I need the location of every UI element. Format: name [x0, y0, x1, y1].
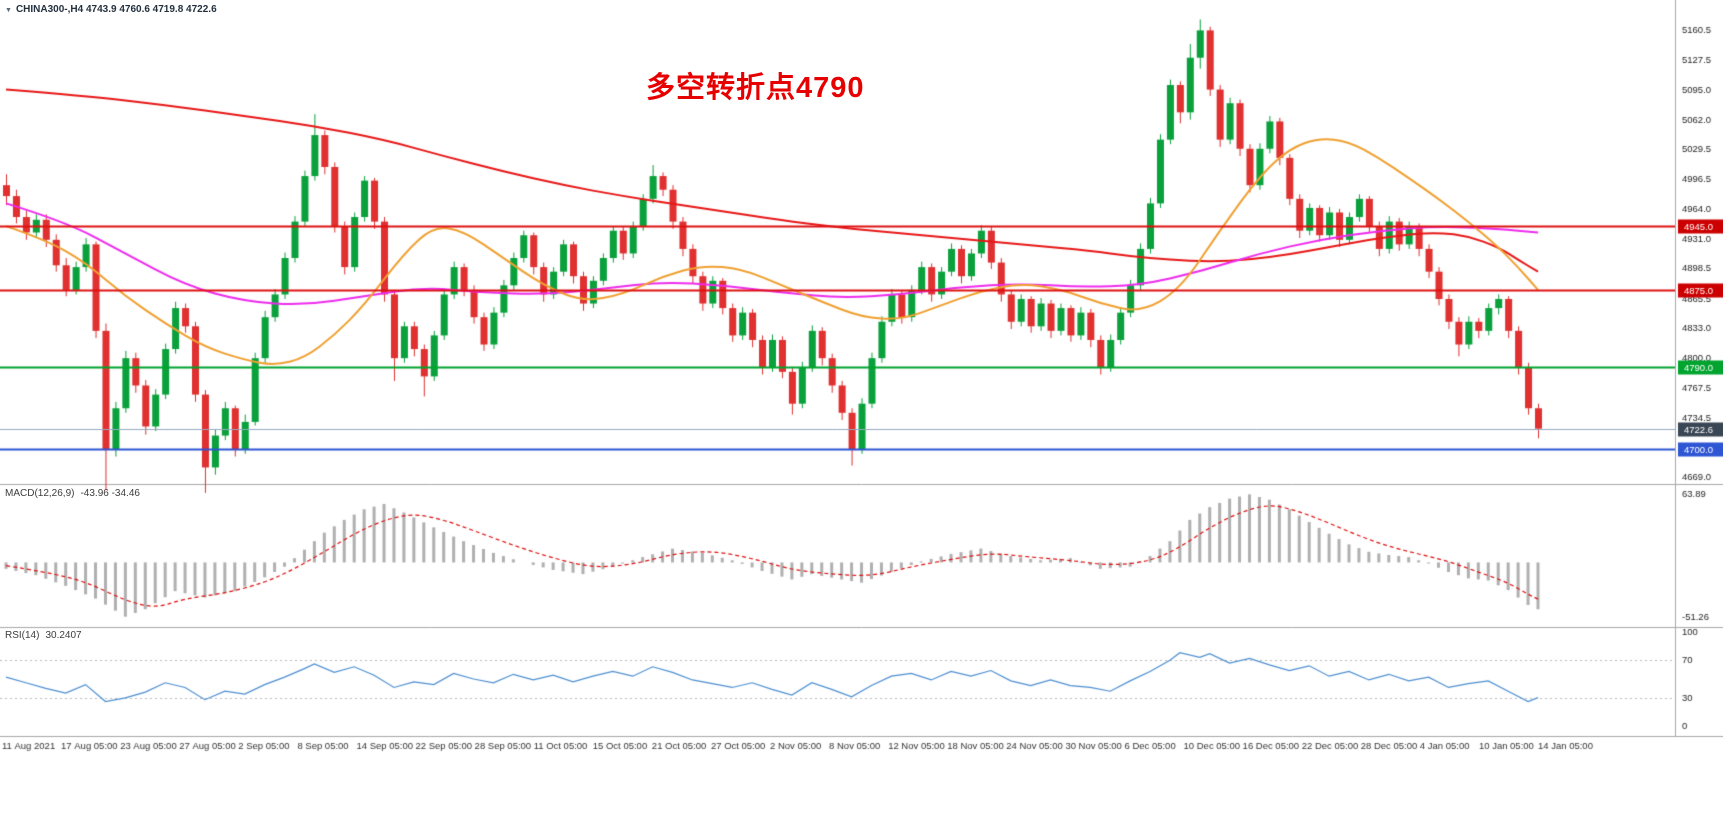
rsi-indicator-label: RSI(14) 30.2407: [5, 631, 82, 641]
macd-indicator-label: MACD(12,26,9) -43.96 -34.46: [5, 489, 140, 499]
rsi-value: 30.2407: [45, 630, 82, 641]
chart-title-bar: ▼ CHINA300-,H4 4743.9 4760.6 4719.8 4722…: [5, 5, 217, 15]
annotation-text: 多空转折点4790: [646, 72, 865, 104]
macd-label: MACD(12,26,9): [5, 488, 75, 499]
chevron-down-icon[interactable]: ▼: [5, 6, 12, 14]
macd-values: -43.96 -34.46: [80, 488, 140, 499]
symbol-title: CHINA300-,H4 4743.9 4760.6 4719.8 4722.6: [15, 4, 217, 15]
rsi-label: RSI(14): [5, 630, 40, 641]
